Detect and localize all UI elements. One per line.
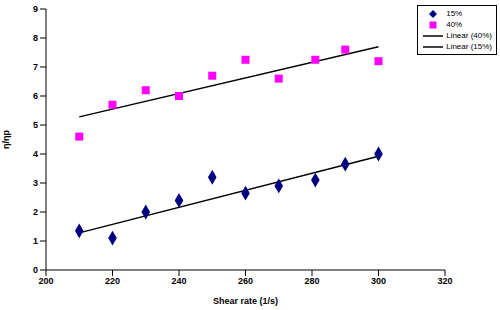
svg-text:7: 7 bbox=[33, 62, 38, 72]
svg-text:4: 4 bbox=[33, 149, 38, 159]
svg-text:260: 260 bbox=[238, 276, 253, 286]
svg-text:η/ηp: η/ηp bbox=[8, 130, 11, 149]
html-text:40%: 40% bbox=[446, 20, 463, 29]
svg-text:320: 320 bbox=[437, 276, 452, 286]
svg-text:6: 6 bbox=[33, 91, 38, 101]
svg-text:9: 9 bbox=[33, 4, 38, 14]
svg-text:8: 8 bbox=[33, 33, 38, 43]
svg-text:3: 3 bbox=[33, 178, 38, 188]
html-text:15%: 15% bbox=[446, 9, 463, 18]
svg-text:200: 200 bbox=[38, 276, 53, 286]
svg-text:0: 0 bbox=[33, 265, 38, 275]
svg-text:1: 1 bbox=[33, 236, 38, 246]
html-text:Linear (15%): Linear (15%) bbox=[446, 42, 492, 51]
html-text:Linear (40%): Linear (40%) bbox=[446, 31, 492, 40]
svg-text:280: 280 bbox=[304, 276, 319, 286]
svg-text:300: 300 bbox=[371, 276, 386, 286]
svg-text:5: 5 bbox=[33, 120, 38, 130]
svg-text:240: 240 bbox=[171, 276, 186, 286]
svg-text:220: 220 bbox=[105, 276, 120, 286]
svg-text:2: 2 bbox=[33, 207, 38, 217]
svg-text:Shear rate (1/s): Shear rate (1/s) bbox=[213, 296, 278, 306]
